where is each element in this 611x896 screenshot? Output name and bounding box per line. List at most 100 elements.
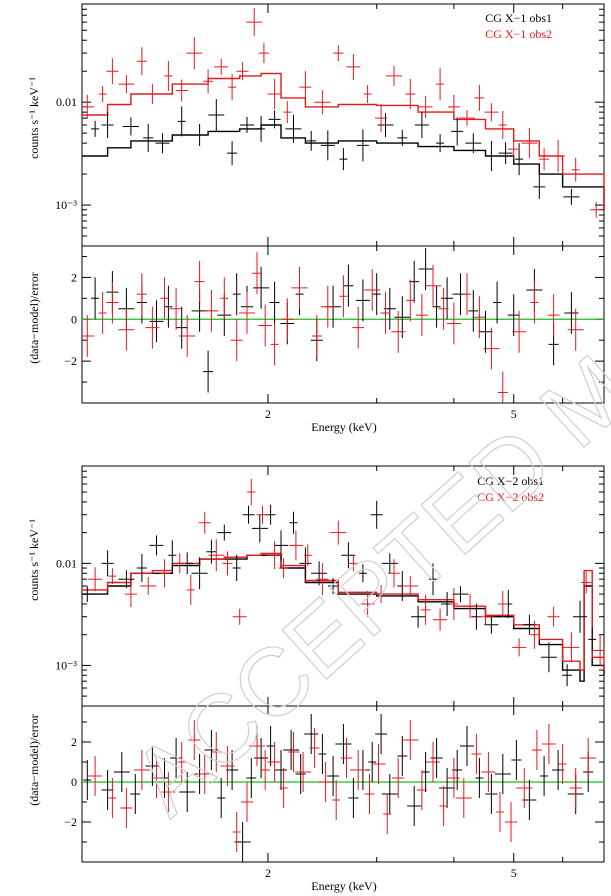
data-point	[533, 174, 546, 199]
data-point	[447, 94, 460, 119]
data-point	[172, 553, 187, 574]
data-point	[151, 758, 162, 798]
data-point	[571, 157, 580, 182]
watermark: ACCEPTED MANUSCRIPT	[112, 0, 611, 836]
data-point	[348, 555, 359, 572]
data-point	[507, 139, 520, 160]
y-tick-label: −2	[64, 815, 77, 829]
data-point	[288, 530, 303, 561]
data-point	[204, 290, 219, 332]
data-point	[267, 742, 282, 782]
data-point	[285, 114, 302, 143]
data-point	[164, 285, 173, 328]
data-point	[475, 758, 484, 798]
data-point	[82, 315, 95, 357]
data-point	[217, 778, 226, 818]
data-point	[164, 60, 173, 91]
data-point	[530, 620, 539, 649]
data-point	[130, 774, 141, 814]
data-point	[327, 756, 340, 796]
data-point	[242, 505, 255, 524]
data-point	[188, 720, 201, 760]
y-tick-label: 0	[71, 312, 77, 326]
data-point	[441, 277, 454, 320]
data-point	[101, 550, 114, 577]
data-point	[355, 279, 370, 322]
data-point	[222, 551, 233, 576]
data-point	[551, 140, 566, 172]
y-tick-label: 10⁻³	[55, 198, 77, 212]
data-point	[375, 714, 388, 754]
data-point	[477, 608, 494, 625]
data-point	[320, 130, 335, 161]
model-line	[82, 72, 605, 210]
data-point	[459, 110, 475, 127]
data-point	[432, 285, 441, 328]
data-point	[364, 269, 381, 311]
data-point	[507, 294, 520, 336]
x-tick-label: 5	[511, 866, 517, 880]
data-point	[257, 115, 266, 142]
data-point	[320, 285, 335, 328]
x-tick-label: 5	[511, 407, 517, 421]
data-point	[217, 524, 232, 541]
data-point	[208, 539, 225, 572]
data-point	[101, 112, 114, 138]
data-point	[232, 273, 241, 316]
data-point	[186, 574, 195, 605]
data-point	[143, 123, 154, 152]
data-point	[339, 148, 348, 171]
data-point	[168, 540, 177, 571]
data-point	[383, 794, 392, 834]
data-point	[407, 786, 422, 826]
data-point	[358, 564, 367, 583]
data-point	[558, 744, 567, 784]
data-point	[332, 780, 341, 820]
data-point	[541, 724, 556, 764]
data-point	[306, 130, 317, 151]
data-point	[377, 113, 394, 137]
data-point	[360, 591, 375, 617]
data-point	[515, 143, 524, 176]
data-point	[386, 65, 402, 86]
data-point	[113, 752, 130, 792]
data-point	[426, 742, 440, 782]
data-point	[203, 69, 214, 94]
data-point	[339, 275, 348, 318]
data-point	[118, 75, 135, 94]
data-point	[82, 94, 95, 119]
data-point	[260, 750, 271, 790]
data-point	[252, 252, 262, 295]
data-point	[266, 726, 275, 766]
data-point	[268, 110, 281, 129]
data-point	[275, 750, 287, 790]
data-point	[287, 732, 300, 772]
data-point	[291, 266, 308, 309]
data-point	[88, 567, 103, 592]
data-point	[239, 292, 255, 334]
data-point	[402, 720, 419, 760]
data-point	[170, 287, 183, 330]
data-point	[295, 752, 312, 792]
data-point	[496, 792, 504, 832]
data-point	[193, 124, 206, 146]
data-point	[439, 768, 456, 808]
data-point	[516, 768, 533, 808]
data-point	[203, 350, 214, 393]
data-point	[356, 129, 369, 162]
data-point	[149, 300, 164, 343]
y-tick-label: 0	[71, 775, 77, 789]
x-tick-label: 2	[265, 407, 271, 421]
data-point	[405, 79, 416, 109]
data-point	[124, 581, 137, 608]
data-point	[414, 112, 429, 138]
data-point	[567, 308, 584, 351]
data-point	[447, 758, 460, 798]
data-point	[228, 74, 237, 101]
data-point	[483, 327, 500, 370]
data-point	[364, 774, 375, 814]
data-point	[160, 758, 169, 798]
data-point	[547, 294, 560, 336]
data-point	[220, 277, 229, 320]
data-point	[446, 302, 461, 345]
